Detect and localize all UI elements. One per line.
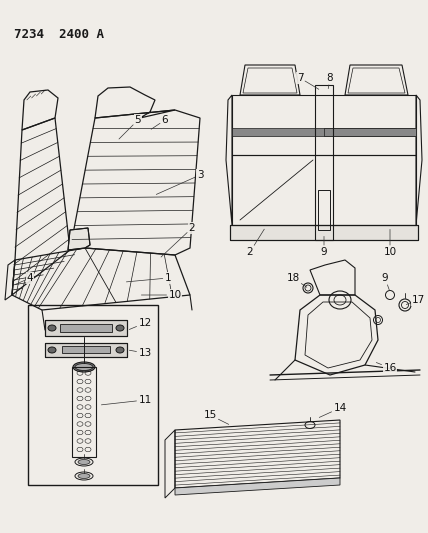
- Text: 9: 9: [321, 236, 327, 257]
- Text: 7: 7: [297, 73, 319, 90]
- Bar: [45, 343, 127, 357]
- Bar: [318, 190, 330, 230]
- Ellipse shape: [78, 459, 90, 464]
- Text: 10: 10: [141, 290, 181, 300]
- Ellipse shape: [78, 473, 90, 479]
- Text: 8: 8: [327, 73, 333, 88]
- Bar: [62, 346, 110, 353]
- Bar: [45, 343, 127, 357]
- Text: 13: 13: [129, 348, 152, 358]
- Text: 6: 6: [151, 115, 168, 129]
- Text: 15: 15: [203, 410, 229, 424]
- Text: 18: 18: [286, 273, 307, 287]
- Bar: [324, 128, 416, 136]
- Text: 14: 14: [319, 403, 347, 417]
- Text: 11: 11: [101, 395, 152, 405]
- Text: 10: 10: [383, 229, 397, 257]
- Bar: [72, 367, 96, 457]
- Text: 3: 3: [156, 170, 203, 195]
- Polygon shape: [230, 225, 418, 240]
- Bar: [45, 320, 127, 336]
- Ellipse shape: [75, 364, 93, 370]
- Text: 7234  2400 A: 7234 2400 A: [14, 28, 104, 41]
- Bar: [28, 305, 158, 485]
- Text: 9: 9: [382, 273, 389, 290]
- Ellipse shape: [73, 362, 95, 372]
- Polygon shape: [175, 478, 340, 495]
- Text: 2: 2: [247, 229, 264, 257]
- Text: 4: 4: [15, 273, 33, 285]
- Ellipse shape: [48, 347, 56, 353]
- Text: 12: 12: [129, 318, 152, 329]
- Text: 5: 5: [119, 115, 141, 139]
- Text: 2: 2: [161, 223, 195, 257]
- Text: 17: 17: [406, 295, 425, 305]
- Text: 16: 16: [376, 362, 397, 373]
- Bar: [60, 324, 112, 332]
- Ellipse shape: [116, 325, 124, 331]
- Ellipse shape: [48, 325, 56, 331]
- Ellipse shape: [116, 347, 124, 353]
- Bar: [45, 320, 127, 336]
- Bar: [232, 128, 416, 136]
- Text: 1: 1: [126, 273, 171, 283]
- Polygon shape: [68, 228, 90, 250]
